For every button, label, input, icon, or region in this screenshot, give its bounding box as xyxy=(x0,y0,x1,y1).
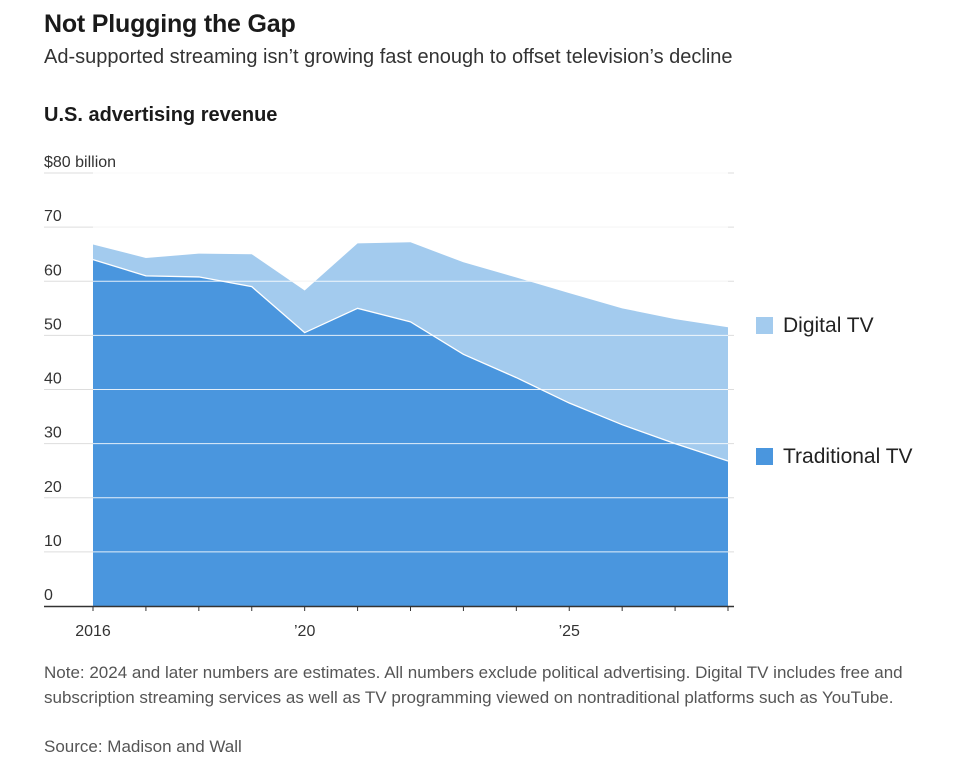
chart-title: Not Plugging the Gap xyxy=(44,10,296,38)
y-tick-label: 40 xyxy=(44,371,62,388)
legend-swatch xyxy=(756,317,773,334)
y-tick-label: 60 xyxy=(44,262,62,279)
area-chart: 0 10 20 30 40 50 60 70 $80 billion 2016 ’20 ’25 Di… xyxy=(44,154,913,640)
legend-swatch xyxy=(756,448,773,465)
x-tick-label: ’20 xyxy=(294,623,315,640)
x-tick-label: ’25 xyxy=(559,623,580,640)
y-tick-label: 50 xyxy=(44,316,62,333)
y-tick-labels-layer: 0 10 20 30 40 50 60 70 $80 billion xyxy=(44,154,116,604)
areas-layer xyxy=(92,242,729,606)
y-tick-label: 0 xyxy=(44,587,53,604)
x-tick-label: 2016 xyxy=(75,623,111,640)
legend-layer: Digital TV Traditional TV xyxy=(756,314,913,468)
overlay-gridlines-layer xyxy=(93,172,728,553)
y-tick-label: $80 billion xyxy=(44,154,116,171)
footnote: Note: 2024 and later numbers are estimat… xyxy=(44,663,903,707)
area-digital-tv xyxy=(93,242,728,461)
series-boundary-line xyxy=(92,258,729,462)
chart-heading: U.S. advertising revenue xyxy=(44,104,278,126)
axis-layer xyxy=(44,605,734,611)
source-line: Source: Madison and Wall xyxy=(44,737,242,756)
legend-label: Traditional TV xyxy=(783,445,913,468)
chart-subtitle: Ad-supported streaming isn’t growing fas… xyxy=(44,46,733,68)
legend-label: Digital TV xyxy=(783,314,874,337)
y-tick-label: 70 xyxy=(44,208,62,225)
y-tick-label: 30 xyxy=(44,425,62,442)
x-tick-labels-layer: 2016 ’20 ’25 xyxy=(75,623,580,640)
area-traditional-tv xyxy=(93,259,728,606)
y-tick-label: 10 xyxy=(44,533,62,550)
y-tick-label: 20 xyxy=(44,479,62,496)
